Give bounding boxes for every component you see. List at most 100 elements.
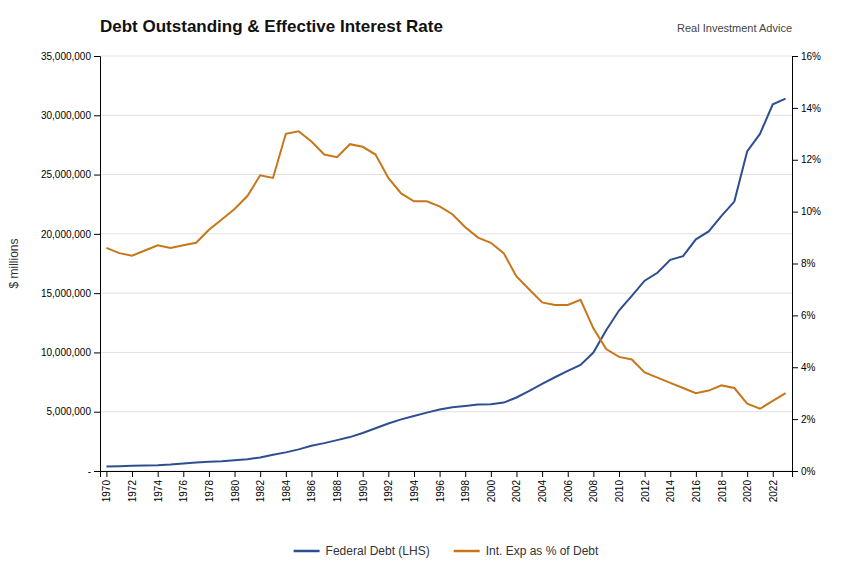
tick-mark xyxy=(158,471,159,477)
tick-label: - xyxy=(88,466,91,477)
tick: 12% xyxy=(792,154,821,165)
tick-mark xyxy=(593,471,594,477)
tick-mark xyxy=(792,56,798,57)
tick-mark xyxy=(773,471,774,477)
tick-mark xyxy=(722,471,723,477)
legend-item: Federal Debt (LHS) xyxy=(294,544,430,558)
tick-mark xyxy=(414,471,415,477)
tick-label: 1978 xyxy=(204,480,215,503)
tick-mark xyxy=(465,471,466,477)
tick: 1992 xyxy=(383,471,394,502)
y-axis: -5,000,00010,000,00015,000,00020,000,000… xyxy=(41,51,101,477)
tick: 6% xyxy=(792,310,816,321)
tick-label: 1990 xyxy=(358,480,369,503)
tick-label: 1972 xyxy=(127,480,138,503)
tick: 1982 xyxy=(255,471,266,502)
tick-mark xyxy=(94,293,100,294)
tick-label: 2012 xyxy=(640,480,651,503)
tick: 2022 xyxy=(768,471,779,502)
tick-label: 2004 xyxy=(537,480,548,503)
tick: 30,000,000 xyxy=(41,110,100,121)
tick-label: 2008 xyxy=(588,480,599,503)
tick-label: 4% xyxy=(801,362,816,373)
tick: 1986 xyxy=(306,471,317,502)
tick-mark xyxy=(619,471,620,477)
tick-mark xyxy=(209,471,210,477)
tick-label: 10% xyxy=(801,206,821,217)
axis-line xyxy=(793,57,799,472)
series-group xyxy=(106,99,785,467)
tick-mark xyxy=(94,412,100,413)
chart: 1970197219741976197819801982198419861988… xyxy=(0,0,848,571)
tick: 2014 xyxy=(665,471,676,502)
tick-mark xyxy=(516,471,517,477)
tick-mark xyxy=(542,471,543,477)
tick-label: 1986 xyxy=(306,480,317,503)
tick: 2008 xyxy=(588,471,599,502)
tick-mark xyxy=(94,471,100,472)
tick-label: 1982 xyxy=(255,480,266,503)
legend: Federal Debt (LHS) Int. Exp as % of Debt xyxy=(294,544,599,558)
tick: 15,000,000 xyxy=(41,288,100,299)
tick-label: 1988 xyxy=(332,480,343,503)
tick-label: 2014 xyxy=(665,480,676,503)
tick-mark xyxy=(792,108,798,109)
tick: 5,000,000 xyxy=(47,406,101,417)
tick: 2020 xyxy=(742,471,753,502)
tick-label: 2002 xyxy=(511,480,522,503)
tick: 2010 xyxy=(614,471,625,502)
tick: 25,000,000 xyxy=(41,169,100,180)
tick-label: 1976 xyxy=(178,480,189,503)
tick-label: 1980 xyxy=(230,480,241,503)
tick-label: 25,000,000 xyxy=(41,169,91,180)
grid-line xyxy=(100,115,792,116)
legend-label: Federal Debt (LHS) xyxy=(326,544,430,558)
legend-label: Int. Exp as % of Debt xyxy=(486,544,599,558)
tick-mark xyxy=(696,471,697,477)
plot-area: 1970197219741976197819801982198419861988… xyxy=(41,51,821,503)
tick-mark xyxy=(440,471,441,477)
tick-mark xyxy=(388,471,389,477)
tick-mark xyxy=(792,212,798,213)
tick-mark xyxy=(183,471,184,477)
tick: 16% xyxy=(792,51,821,62)
tick-label: 30,000,000 xyxy=(41,110,91,121)
tick: 1998 xyxy=(460,471,471,502)
tick: 2002 xyxy=(511,471,522,502)
tick-mark xyxy=(792,419,798,420)
tick: 1990 xyxy=(358,471,369,502)
tick-mark xyxy=(747,471,748,477)
tick: 1970 xyxy=(101,471,112,502)
tick-label: 2016 xyxy=(691,480,702,503)
tick: 10,000,000 xyxy=(41,347,100,358)
tick: 1980 xyxy=(230,471,241,502)
tick-label: 2018 xyxy=(717,480,728,503)
tick-mark xyxy=(106,471,107,477)
tick-label: 8% xyxy=(801,258,816,269)
tick: 2004 xyxy=(537,471,548,502)
tick: 1996 xyxy=(435,471,446,502)
tick-mark xyxy=(792,471,798,472)
tick-label: 1998 xyxy=(460,480,471,503)
tick: - xyxy=(88,466,100,477)
tick-mark xyxy=(792,367,798,368)
tick: 2% xyxy=(792,414,816,425)
axis-title: $ millions xyxy=(7,238,21,288)
tick-label: 2000 xyxy=(486,480,497,503)
tick: 2006 xyxy=(563,471,574,502)
tick-mark xyxy=(337,471,338,477)
tick-label: 35,000,000 xyxy=(41,51,91,62)
tick-label: 1996 xyxy=(435,480,446,503)
tick-mark xyxy=(645,471,646,477)
axis-line xyxy=(101,472,793,478)
tick-mark xyxy=(363,471,364,477)
grid-line xyxy=(100,174,792,175)
line xyxy=(106,99,785,467)
tick-mark xyxy=(792,264,798,265)
tick-label: 14% xyxy=(801,103,821,114)
tick-label: 2022 xyxy=(768,480,779,503)
tick-label: 6% xyxy=(801,310,816,321)
tick-label: 1984 xyxy=(281,480,292,503)
title: Debt Outstanding & Effective Interest Ra… xyxy=(100,17,443,36)
grid xyxy=(100,56,792,471)
